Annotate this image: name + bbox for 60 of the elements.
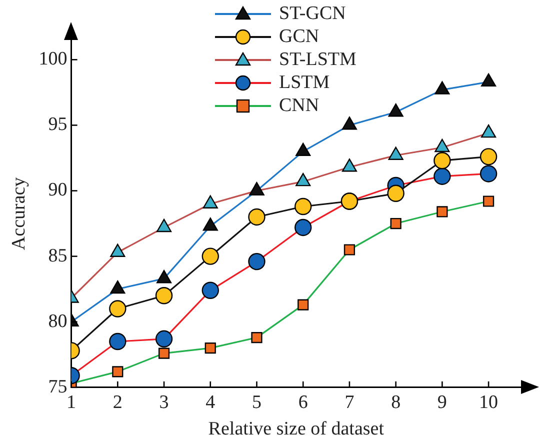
point	[202, 282, 219, 299]
x-tick-label: 6	[298, 392, 308, 413]
point	[296, 142, 311, 156]
point	[294, 198, 312, 216]
point	[481, 124, 496, 138]
legend-label: LSTM	[279, 72, 330, 94]
point	[155, 330, 173, 348]
point	[387, 184, 404, 202]
point	[204, 342, 216, 354]
y-tick-label: 80	[48, 310, 68, 332]
y-tick-label: 75	[48, 376, 68, 398]
point	[483, 196, 494, 207]
legend-label: ST-GCN	[279, 2, 346, 24]
point	[109, 332, 126, 350]
point	[251, 332, 262, 344]
point	[434, 138, 450, 152]
x-tick-label: 2	[112, 392, 122, 413]
x-tick-label: 8	[391, 392, 401, 413]
point	[202, 248, 219, 265]
point	[480, 165, 498, 182]
y-tick-label: 90	[48, 180, 68, 201]
point	[388, 104, 404, 117]
legend-label: GCN	[279, 26, 320, 48]
point	[434, 168, 451, 185]
point	[248, 252, 266, 270]
point	[202, 195, 218, 208]
point	[480, 148, 498, 166]
x-tick-label: 7	[344, 392, 354, 413]
point	[344, 244, 356, 256]
point	[158, 348, 170, 359]
point	[388, 146, 404, 160]
point	[342, 158, 357, 172]
x-tick-label: 1	[66, 392, 76, 413]
legend-label: ST-LSTM	[279, 48, 356, 70]
legend-label: CNN	[279, 94, 320, 116]
point	[434, 81, 450, 94]
point	[202, 218, 218, 231]
point	[342, 116, 357, 130]
point	[436, 206, 448, 218]
point	[296, 172, 311, 186]
y-axis-title: Accuracy	[8, 176, 30, 250]
point	[481, 73, 496, 87]
x-tick-label: 4	[206, 392, 216, 413]
point	[155, 287, 173, 304]
x-axis-title: Relative size of dataset	[208, 418, 385, 440]
y-tick-label: 95	[48, 114, 68, 136]
point	[294, 218, 312, 236]
x-tick-label: 10	[479, 392, 498, 413]
point	[156, 218, 172, 232]
y-tick-label: 100	[38, 48, 68, 70]
point	[434, 152, 451, 170]
point	[112, 366, 124, 378]
x-tick-label: 9	[437, 392, 447, 413]
point	[109, 300, 126, 318]
point	[248, 208, 266, 226]
point	[298, 299, 309, 310]
y-tick-label: 85	[48, 245, 68, 266]
point	[390, 218, 402, 230]
x-tick-label: 3	[159, 392, 169, 413]
x-tick-label: 5	[252, 392, 262, 413]
